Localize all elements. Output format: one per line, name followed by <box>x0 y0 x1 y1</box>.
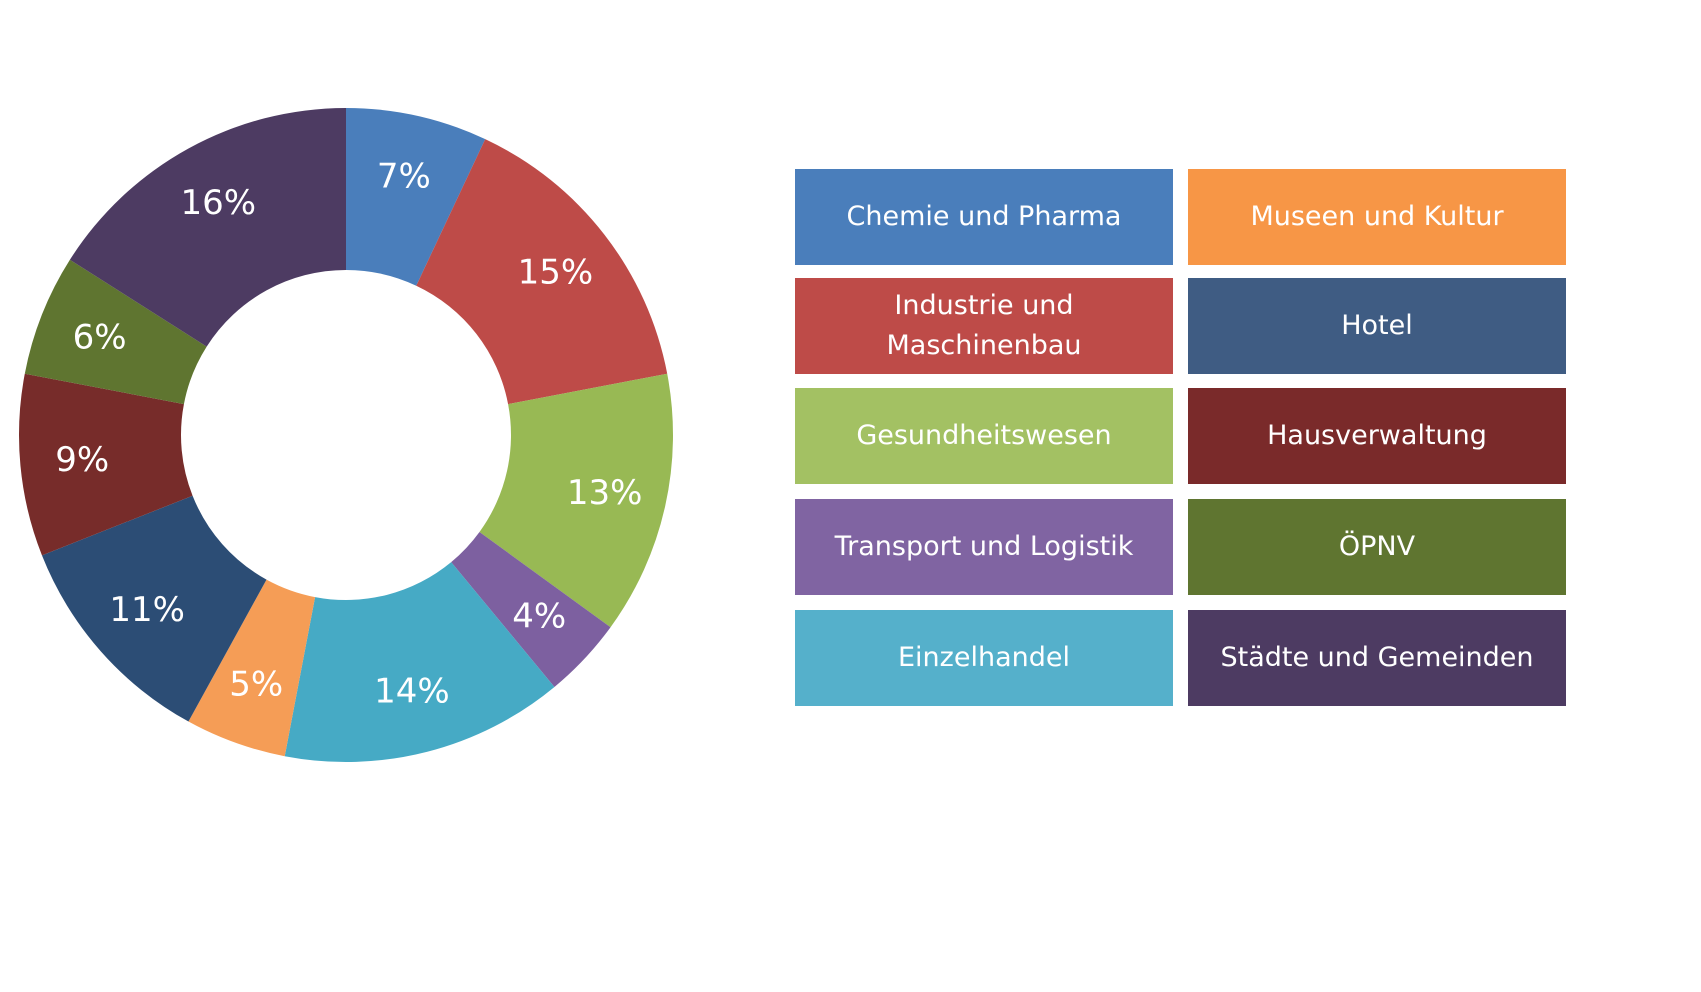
donut-slice <box>346 108 486 286</box>
donut-slice <box>41 495 267 722</box>
donut-slice <box>19 373 193 556</box>
slice-data-label: 13% <box>567 473 643 513</box>
donut-slice <box>284 562 555 762</box>
donut-slice <box>451 531 611 687</box>
donut-slices <box>19 108 674 762</box>
donut-slice <box>479 373 674 628</box>
slice-data-label: 15% <box>518 253 594 293</box>
donut-labels: 7% 15% 13% 4% 14% 5% 11% 9% 6% 16% <box>55 156 642 711</box>
donut-slice <box>188 579 316 757</box>
slice-data-label: 11% <box>109 590 185 630</box>
slice-data-label: 14% <box>374 672 450 712</box>
slice-data-label: 4% <box>512 596 566 636</box>
donut-slice <box>69 108 346 347</box>
donut-slice <box>416 139 668 405</box>
slice-data-label: 7% <box>377 156 431 196</box>
slice-data-label: 16% <box>181 183 257 223</box>
donut-slice <box>24 259 207 405</box>
slice-data-label: 6% <box>73 317 127 357</box>
slice-data-label: 5% <box>229 664 283 704</box>
slice-data-label: 9% <box>55 440 109 480</box>
